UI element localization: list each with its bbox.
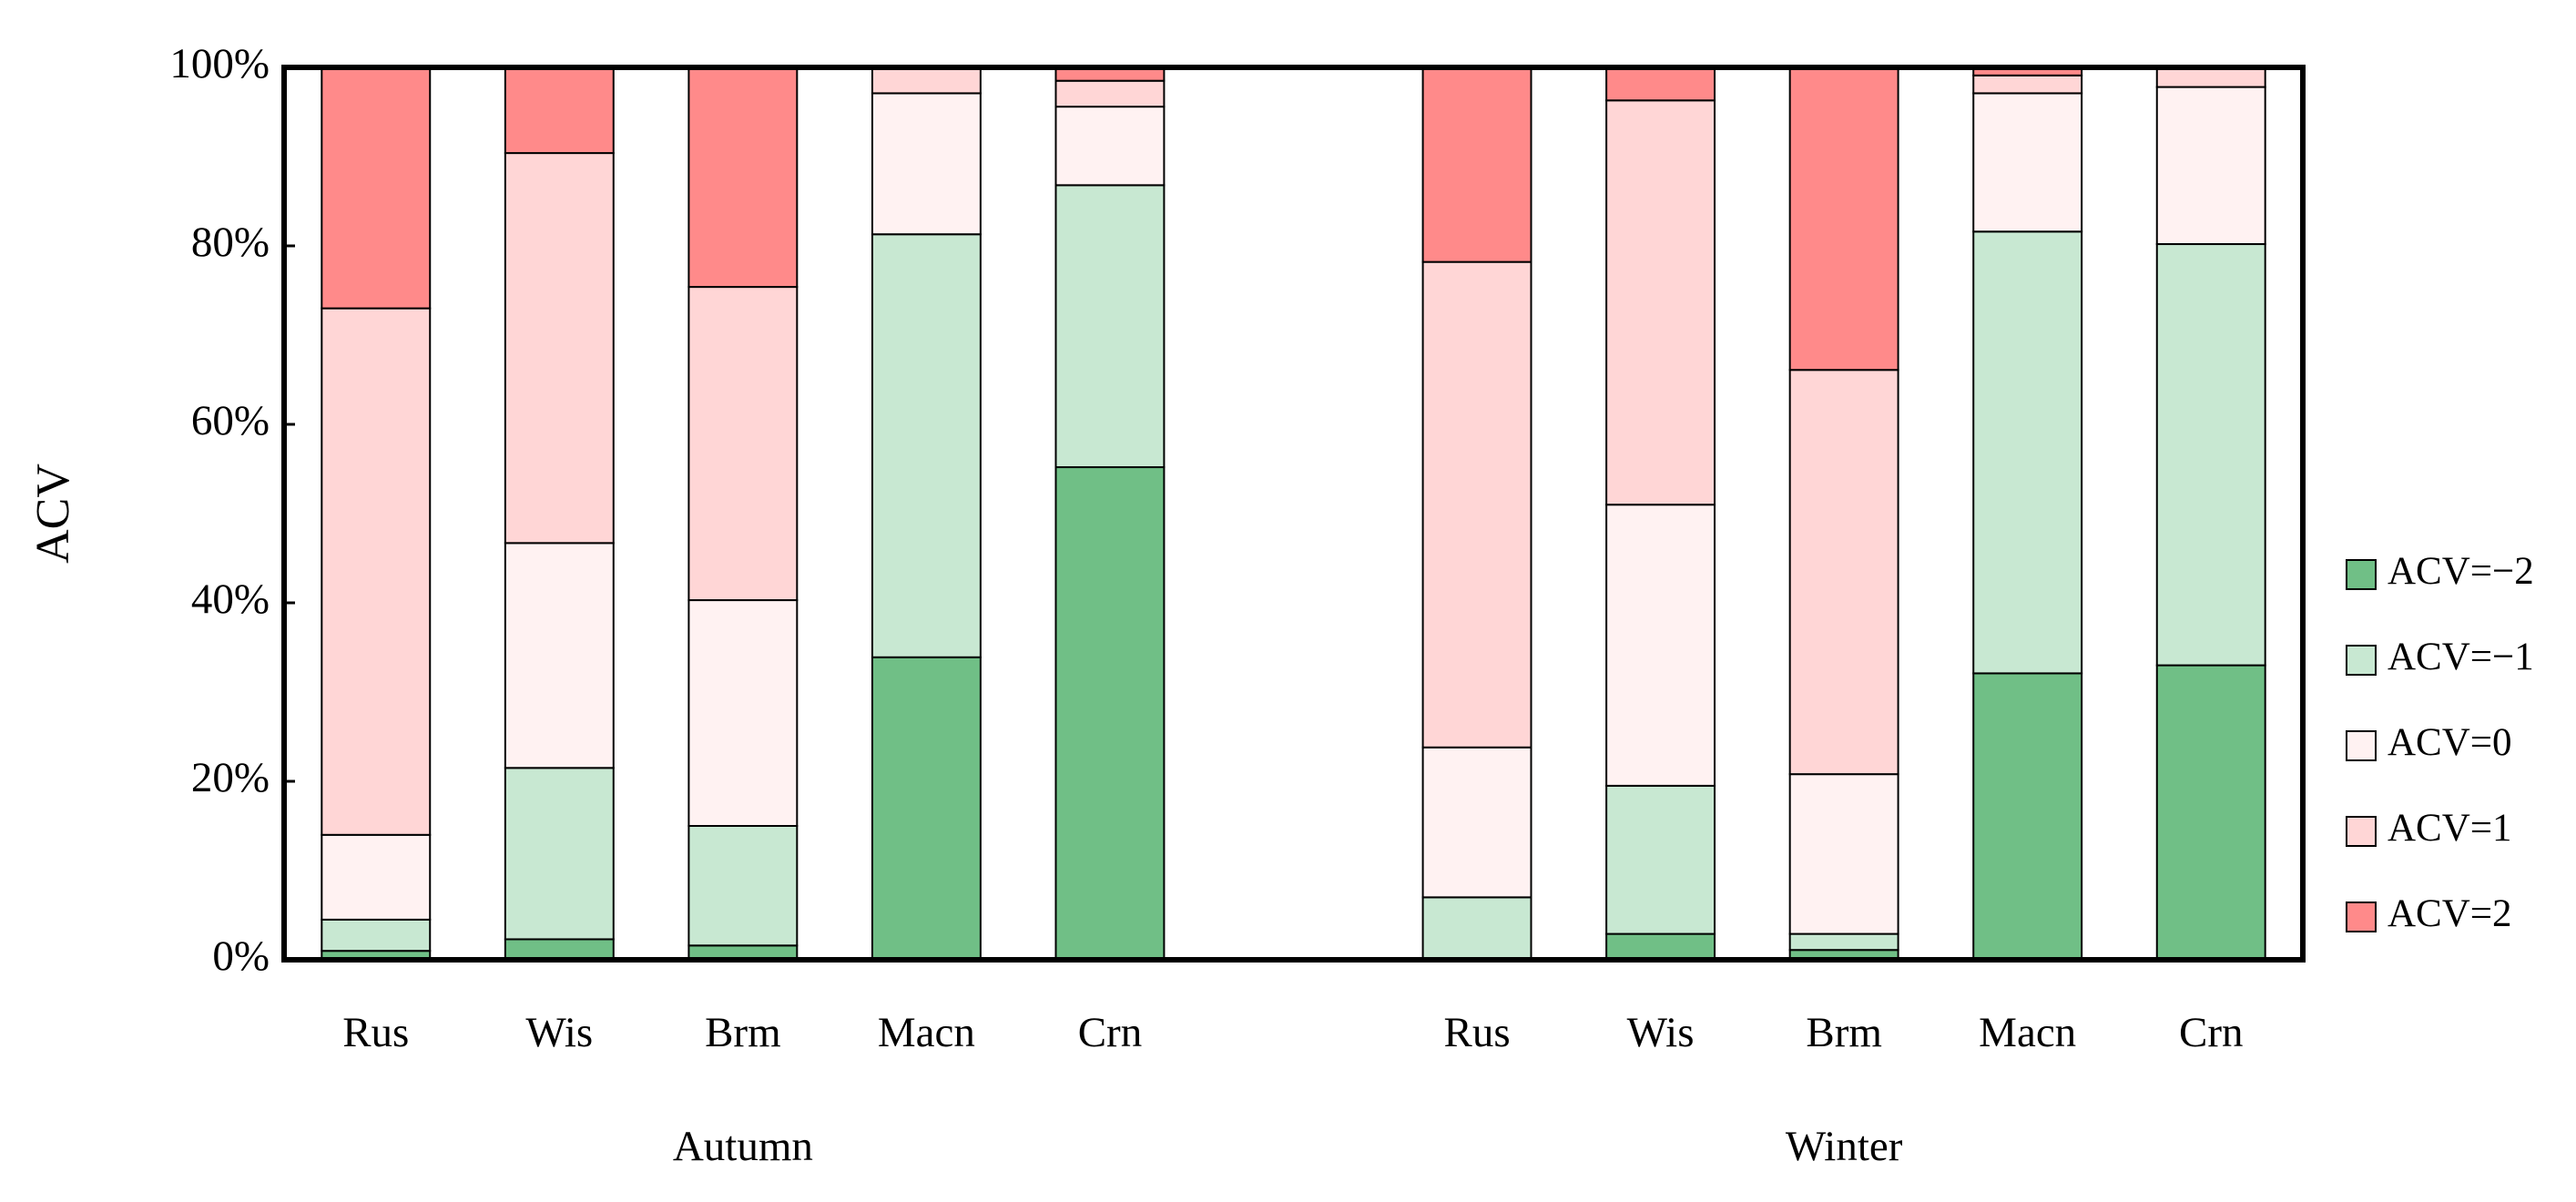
y-axis-label: ACV bbox=[27, 463, 79, 564]
bar-segment bbox=[1605, 932, 1716, 961]
bar-segment bbox=[1421, 260, 1532, 749]
legend-swatch bbox=[2346, 645, 2377, 676]
bar-segment bbox=[871, 66, 982, 95]
x-tick-label: Macn bbox=[1979, 1009, 2076, 1056]
y-tick-label: 100% bbox=[169, 40, 270, 87]
bar-segment bbox=[1054, 106, 1166, 187]
bar-segment bbox=[1788, 773, 1899, 935]
bar-segment bbox=[2155, 243, 2266, 667]
y-tick-label: 0% bbox=[212, 932, 270, 980]
bar-segment bbox=[504, 152, 615, 545]
group-label: Winter bbox=[1786, 1123, 1903, 1170]
bar-segment bbox=[871, 233, 982, 658]
bar-segment bbox=[1605, 66, 1716, 102]
bar-segment bbox=[321, 833, 432, 921]
bar-segment bbox=[1421, 746, 1532, 899]
bar-segment bbox=[1605, 504, 1716, 787]
bar-segment bbox=[504, 767, 615, 941]
legend-label: ACV=−2 bbox=[2388, 550, 2534, 593]
legend-swatch bbox=[2346, 730, 2377, 761]
bar-segment bbox=[321, 307, 432, 836]
x-tick-label: Wis bbox=[525, 1009, 593, 1056]
bar-segment bbox=[504, 938, 615, 961]
bar-segment bbox=[1421, 896, 1532, 962]
bar-segment bbox=[1421, 66, 1532, 263]
bar-segment bbox=[1605, 99, 1716, 506]
x-tick-label: Crn bbox=[1078, 1009, 1143, 1056]
legend-swatch bbox=[2346, 902, 2377, 932]
legend-swatch bbox=[2346, 559, 2377, 590]
bar-segment bbox=[321, 918, 432, 952]
bar-segment bbox=[321, 66, 432, 310]
bar-segment bbox=[687, 825, 799, 947]
bar-segment bbox=[687, 66, 799, 289]
y-tick-label: 60% bbox=[191, 397, 270, 444]
bar-segment bbox=[1788, 932, 1899, 952]
legend-swatch bbox=[2346, 816, 2377, 847]
bar-segment bbox=[687, 286, 799, 602]
plot-frame bbox=[281, 65, 2306, 963]
x-tick-label: Brm bbox=[1806, 1009, 1882, 1056]
bar-segment bbox=[1788, 66, 1899, 372]
legend-label: ACV=1 bbox=[2388, 807, 2512, 850]
bar-segment bbox=[1972, 230, 2083, 675]
x-tick-label: Macn bbox=[878, 1009, 975, 1056]
bar-segment bbox=[2155, 66, 2266, 88]
y-tick-label: 40% bbox=[191, 576, 270, 623]
legend-label: ACV=2 bbox=[2388, 892, 2512, 935]
x-tick-label: Brm bbox=[705, 1009, 781, 1056]
bar-segment bbox=[871, 656, 982, 962]
legend-label: ACV=0 bbox=[2388, 721, 2512, 764]
bar-segment bbox=[1054, 466, 1166, 961]
bar-segment bbox=[1054, 79, 1166, 108]
bar-segment bbox=[2155, 86, 2266, 246]
bar-segment bbox=[504, 66, 615, 155]
bar-segment bbox=[1972, 92, 2083, 233]
x-tick-label: Rus bbox=[342, 1009, 409, 1056]
x-tick-label: Wis bbox=[1627, 1009, 1695, 1056]
bar-segment bbox=[871, 92, 982, 236]
bar-segment bbox=[504, 542, 615, 769]
bar-segment bbox=[1972, 672, 2083, 961]
group-label: Autumn bbox=[673, 1123, 813, 1170]
bar-segment bbox=[2155, 664, 2266, 961]
bar-segment bbox=[1605, 784, 1716, 935]
bar-segment bbox=[1788, 369, 1899, 776]
legend-label: ACV=−1 bbox=[2388, 636, 2534, 678]
x-tick-label: Rus bbox=[1443, 1009, 1510, 1056]
y-tick-label: 80% bbox=[191, 219, 270, 266]
bar-segment bbox=[1054, 184, 1166, 469]
bar-segment bbox=[687, 599, 799, 827]
bar-segment bbox=[1972, 74, 2083, 95]
y-tick-label: 20% bbox=[191, 754, 270, 801]
x-tick-label: Crn bbox=[2179, 1009, 2244, 1056]
